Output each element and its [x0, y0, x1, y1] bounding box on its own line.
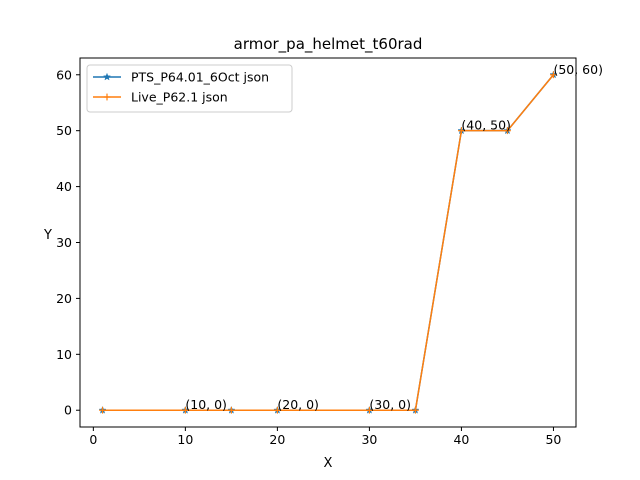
point-annotation: (30, 0)	[369, 397, 411, 412]
annotations: (10, 0) (20, 0) (30, 0) (40, 50) (50, 60)	[185, 62, 603, 412]
point-annotation: (40, 50)	[461, 118, 511, 133]
series-2-point	[99, 406, 106, 414]
y-tick-label: 10	[56, 347, 72, 362]
series-2-point	[273, 406, 281, 414]
legend-swatch-marker	[102, 72, 112, 81]
legend-entry-2: Live_P62.1 json	[93, 90, 228, 105]
series-2-point	[366, 406, 373, 414]
y-tick-label: 30	[56, 235, 72, 250]
y-tick-label: 40	[56, 179, 72, 194]
series-2-point	[550, 71, 557, 79]
legend-box	[86, 64, 293, 113]
series-2-point	[412, 406, 419, 414]
point-annotation: (50, 60)	[553, 62, 603, 77]
point-annotation: (10, 0)	[185, 397, 227, 412]
y-axis-label: Y	[43, 228, 52, 243]
x-tick-label: 50	[545, 432, 561, 447]
y-tick-label: 60	[56, 67, 72, 82]
legend-swatch-marker	[103, 93, 111, 101]
x-tick-label: 40	[453, 432, 469, 447]
legend-entry-1: PTS_P64.01_6Oct json	[93, 70, 269, 85]
legend-label: PTS_P64.01_6Oct json	[131, 70, 269, 85]
series-2-point	[504, 127, 511, 135]
series-2	[99, 71, 557, 414]
y-tick-label: 50	[56, 123, 72, 138]
legend: PTS_P64.01_6Oct json Live_P62.1 json	[86, 64, 293, 113]
x-tick-label: 10	[177, 432, 193, 447]
point-annotation: (20, 0)	[277, 397, 319, 412]
legend-label: Live_P62.1 json	[131, 90, 228, 105]
x-tick-label: 20	[269, 432, 285, 447]
series-2-point	[181, 406, 189, 414]
y-tick-label: 0	[64, 403, 72, 418]
x-tick-label: 0	[89, 432, 97, 447]
series-2-point	[227, 406, 235, 414]
series-2-point	[458, 127, 465, 135]
chart-title: armor_pa_helmet_t60rad	[234, 35, 423, 54]
y-tick-label: 20	[56, 291, 72, 306]
axes: 0 10 20 30 40 50 0 10 20 30 40 50 60	[56, 57, 577, 447]
plot-area	[98, 70, 558, 414]
x-tick-label: 30	[361, 432, 377, 447]
x-axis-label: X	[324, 456, 333, 471]
